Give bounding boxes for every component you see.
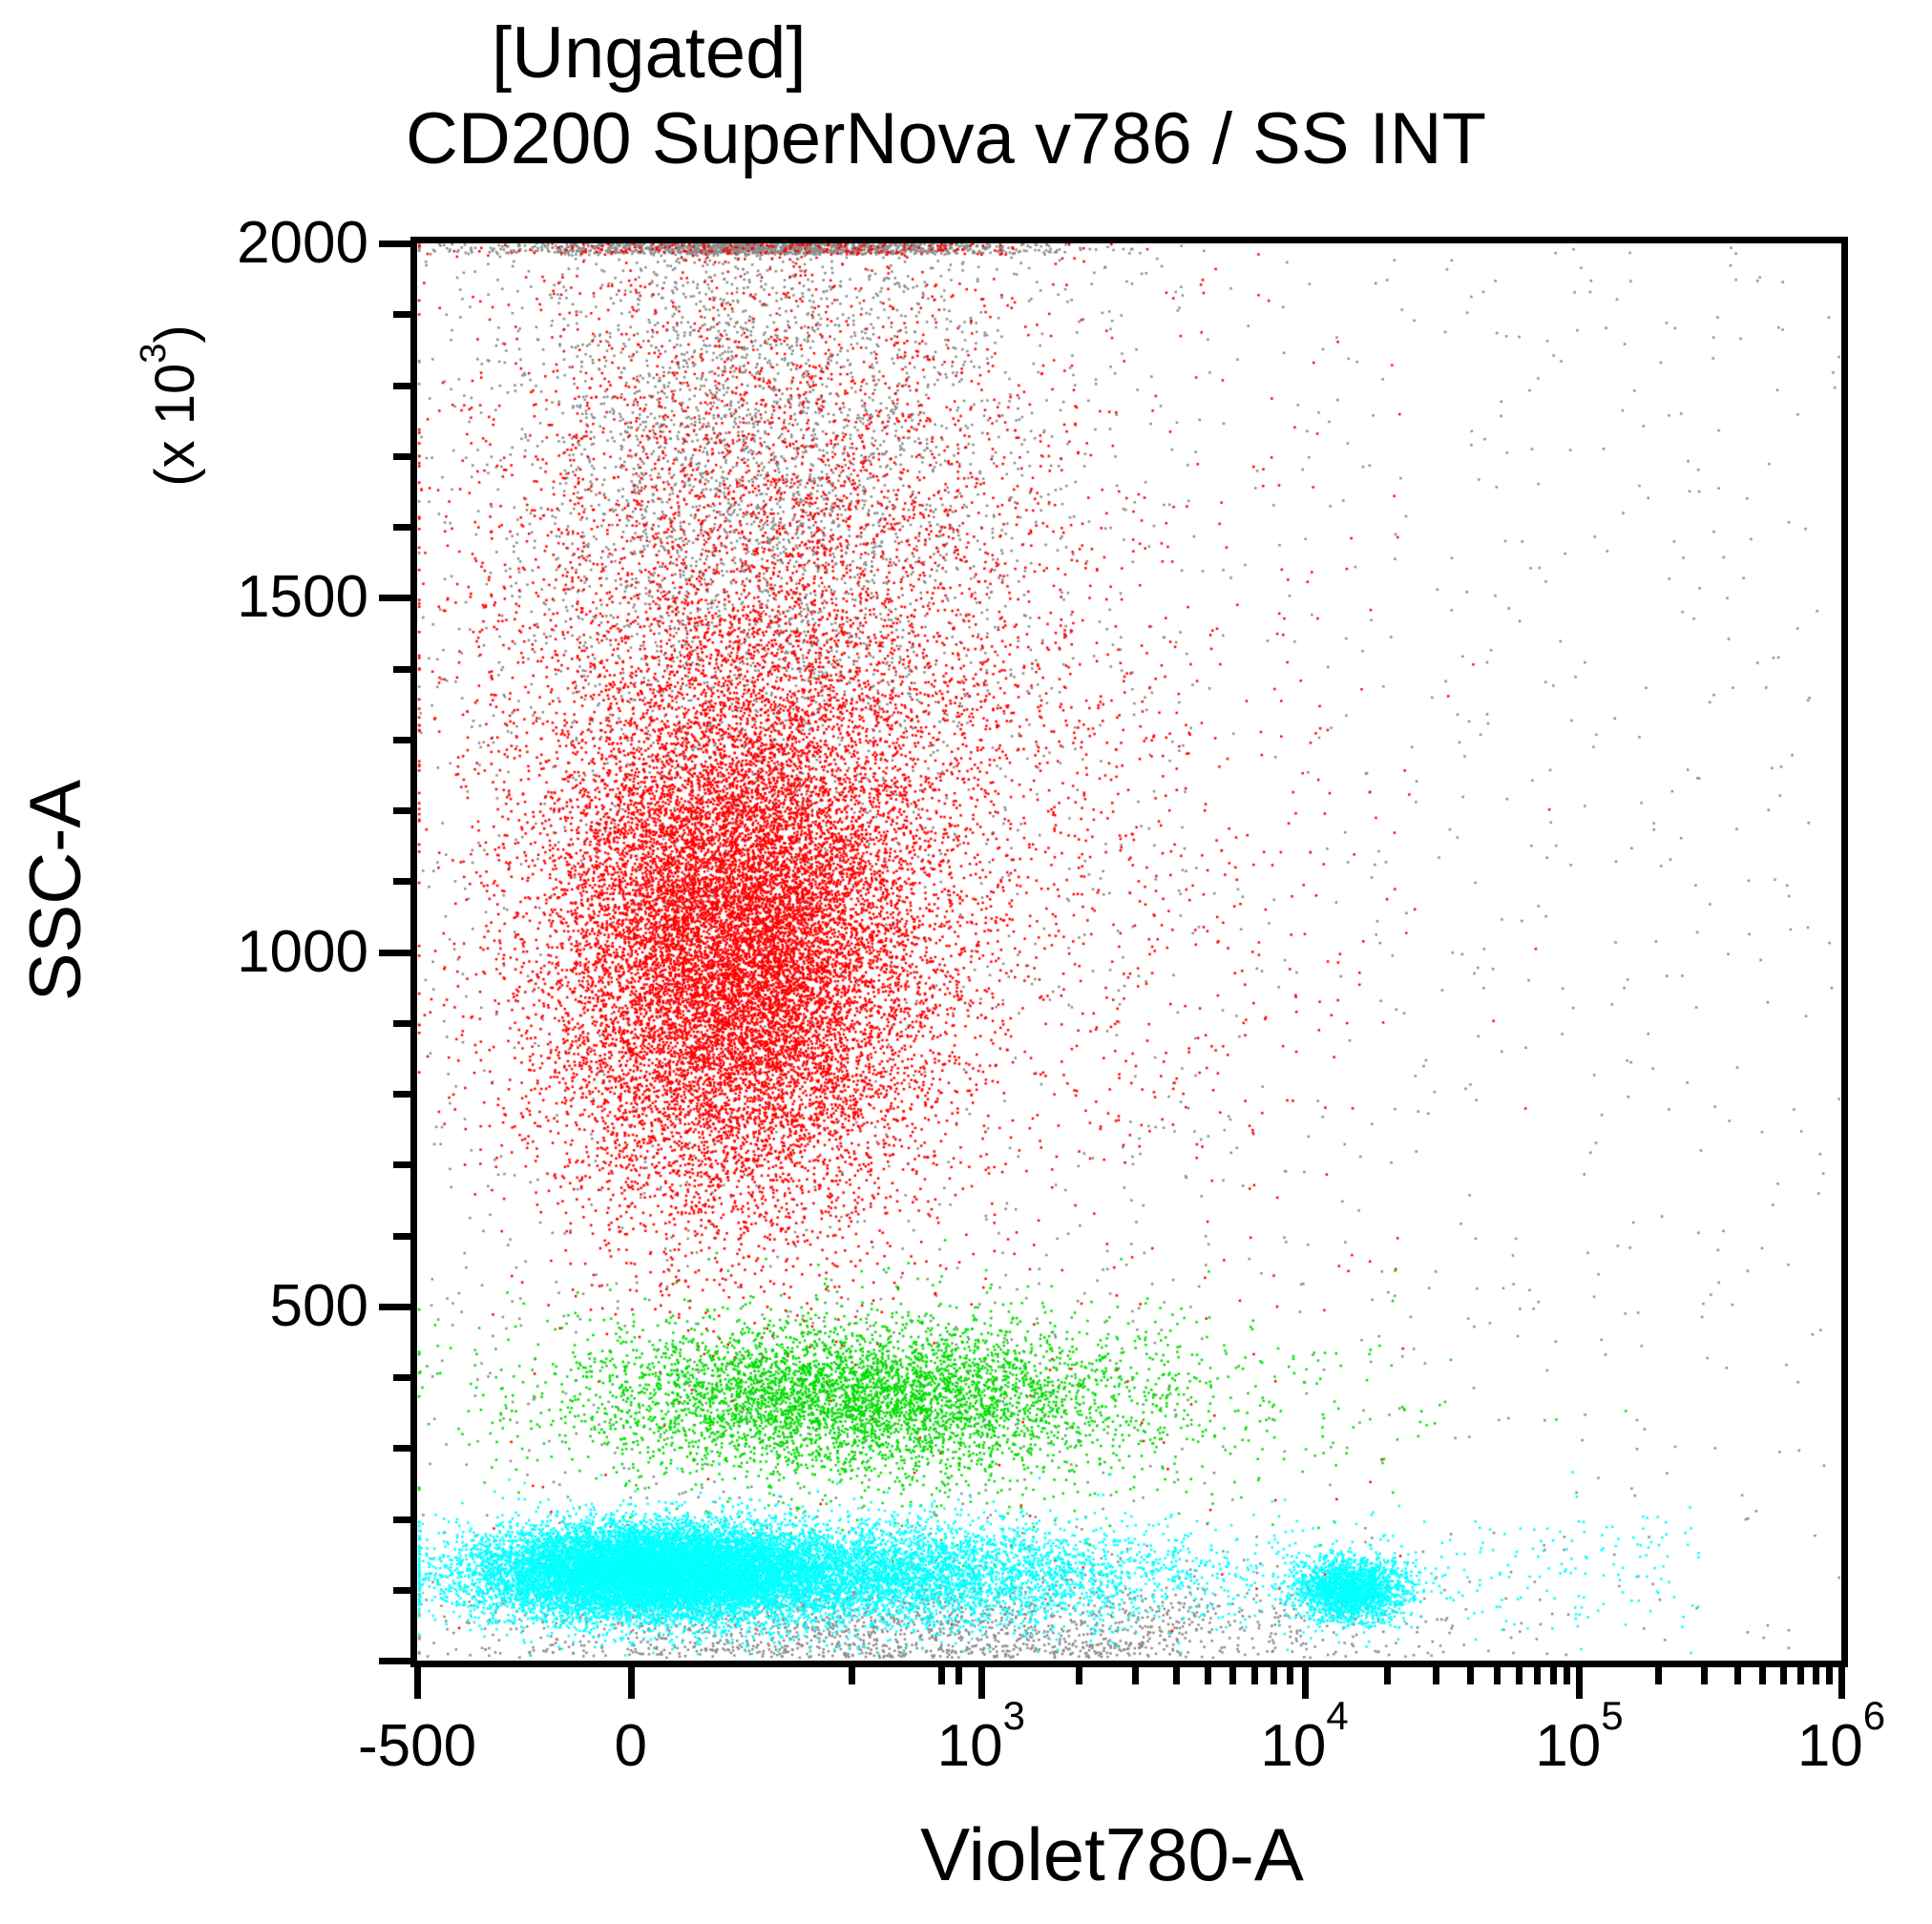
x-minor-tick (1432, 1667, 1439, 1684)
x-tick-label: 104 (1260, 1693, 1349, 1780)
x-minor-tick (1655, 1667, 1663, 1684)
x-minor-tick (1172, 1667, 1180, 1684)
y-minor-tick (393, 736, 410, 743)
y-minor-tick (393, 382, 410, 389)
y-major-tick (379, 1658, 410, 1664)
x-minor-tick (1287, 1667, 1294, 1684)
x-minor-tick (1813, 1667, 1820, 1684)
plot-title-gate: [Ungated] (492, 12, 807, 94)
y-major-tick (379, 949, 410, 956)
y-minor-tick (393, 1091, 410, 1098)
x-minor-tick (1759, 1667, 1767, 1684)
y-axis-label: SSC-A (15, 779, 96, 1002)
x-minor-tick (955, 1667, 962, 1684)
x-major-tick (1301, 1667, 1309, 1699)
y-minor-tick (393, 524, 410, 531)
x-minor-tick (1701, 1667, 1709, 1684)
x-minor-tick (1733, 1667, 1741, 1684)
x-tick-label: 106 (1796, 1693, 1886, 1780)
plot-title-parameters: CD200 SuperNova v786 / SS INT (406, 98, 1487, 179)
y-minor-tick (393, 1516, 410, 1523)
x-minor-tick (1515, 1667, 1522, 1684)
y-minor-tick (393, 452, 410, 460)
x-minor-tick (1251, 1667, 1259, 1684)
y-tick-label: 1500 (237, 564, 368, 631)
y-minor-tick (393, 1586, 410, 1594)
x-minor-tick (1797, 1667, 1805, 1684)
y-minor-tick (393, 1161, 410, 1169)
y-minor-tick (393, 878, 410, 886)
x-minor-tick (1826, 1667, 1834, 1684)
x-minor-tick (1384, 1667, 1392, 1684)
y-major-tick (379, 240, 410, 247)
y-minor-tick (393, 1445, 410, 1453)
x-minor-tick (1132, 1667, 1140, 1684)
y-minor-tick (393, 1374, 410, 1381)
x-minor-tick (1493, 1667, 1501, 1684)
y-minor-tick (393, 665, 410, 673)
plot-area-canvas (417, 243, 1841, 1661)
x-tick-label: 105 (1535, 1693, 1624, 1780)
x-tick-label: 103 (936, 1693, 1025, 1780)
x-minor-tick (1780, 1667, 1788, 1684)
y-major-tick (379, 595, 410, 602)
y-minor-tick (393, 1232, 410, 1240)
x-minor-tick (1229, 1667, 1237, 1684)
y-tick-label: 2000 (237, 210, 368, 276)
y-tick-label: 1000 (237, 918, 368, 985)
x-minor-tick (1075, 1667, 1082, 1684)
x-tick-label: -500 (357, 1713, 477, 1779)
x-tick-label: 0 (614, 1713, 648, 1779)
x-minor-tick (1270, 1667, 1277, 1684)
y-major-tick (379, 1303, 410, 1310)
x-axis-label: Violet780-A (920, 1812, 1304, 1896)
x-minor-tick (1204, 1667, 1211, 1684)
x-minor-tick (938, 1667, 946, 1684)
x-minor-tick (1564, 1667, 1571, 1684)
x-minor-tick (1549, 1667, 1557, 1684)
x-major-tick (414, 1667, 421, 1699)
y-minor-tick (393, 807, 410, 814)
x-minor-tick (1533, 1667, 1541, 1684)
x-major-tick (1838, 1667, 1845, 1699)
y-minor-tick (393, 1019, 410, 1027)
x-major-tick (1576, 1667, 1584, 1699)
x-minor-tick (1466, 1667, 1474, 1684)
y-minor-tick (393, 311, 410, 319)
x-major-tick (627, 1667, 635, 1699)
x-minor-tick (849, 1667, 856, 1684)
y-axis-unit-label: (x 103) (134, 324, 206, 487)
y-tick-label: 500 (269, 1272, 368, 1339)
x-major-tick (977, 1667, 985, 1699)
